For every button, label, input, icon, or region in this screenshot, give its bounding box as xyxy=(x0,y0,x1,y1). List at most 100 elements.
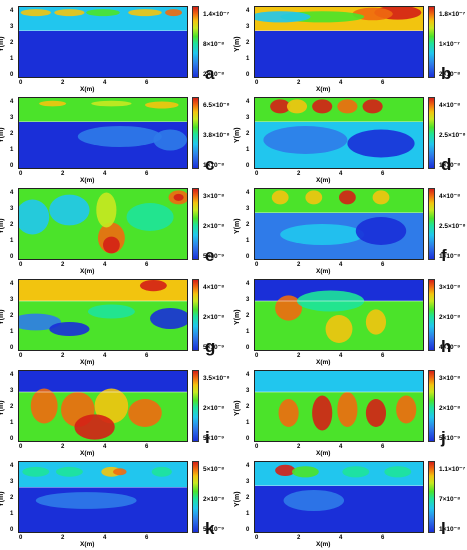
x-axis-title: X(m) xyxy=(80,541,95,548)
contour-blob xyxy=(337,99,358,114)
y-tick-label: 4 xyxy=(246,372,250,378)
y-tick-label: 1 xyxy=(10,56,14,62)
panel-letter: a xyxy=(205,64,215,83)
colorbar xyxy=(192,279,199,351)
x-tick-label: 4 xyxy=(103,80,107,86)
y-tick-label: 4 xyxy=(246,8,250,14)
y-tick-label: 2 xyxy=(246,222,250,228)
y-tick-label: 1 xyxy=(246,147,250,153)
y-tick-label: 1 xyxy=(246,420,250,426)
contour-blob xyxy=(128,9,162,17)
panel-letter: j xyxy=(441,428,446,447)
contour-blob xyxy=(145,101,179,109)
panel-f: Y(m) 0 1 2 3 4 0 2 4 6 X(m) 4×10⁻⁸ 2.5×10⁻⁸ 1×10⁻⁸ f xyxy=(234,184,467,275)
panel-letter: k xyxy=(205,519,215,538)
x-tick-label: 0 xyxy=(19,444,23,450)
contour-plot xyxy=(18,188,188,260)
x-tick-label: 4 xyxy=(339,353,343,359)
y-tick-label: 3 xyxy=(246,388,250,394)
y-tick-label: 0 xyxy=(10,72,14,78)
contour-blob xyxy=(339,190,356,205)
colorbar-label: 1.4×10⁻⁷ xyxy=(203,11,230,18)
contour-blob xyxy=(77,126,162,147)
panel-letter: d xyxy=(441,155,452,174)
panel-d: Y(m) 0 1 2 3 4 0 2 4 6 X(m) 4×10⁻⁸ 2.5×10⁻⁸ 1×10⁻⁸ d xyxy=(234,93,467,184)
x-tick-label: 6 xyxy=(381,171,385,177)
contour-blob xyxy=(103,236,120,254)
x-tick-label: 0 xyxy=(19,262,23,268)
colorbar xyxy=(192,370,199,442)
colorbar xyxy=(428,461,435,533)
colorbar xyxy=(428,370,435,442)
y-tick-label: 3 xyxy=(10,297,14,303)
y-axis-title: Y(m) xyxy=(234,36,241,52)
contour-blob xyxy=(96,192,117,228)
y-tick-label: 1 xyxy=(10,238,14,244)
colorbar-label: 2×10⁻⁸ xyxy=(439,71,461,78)
x-tick-label: 6 xyxy=(145,353,149,359)
x-tick-label: 2 xyxy=(61,535,65,541)
contour-plot xyxy=(254,6,424,78)
x-tick-label: 0 xyxy=(19,535,23,541)
y-axis-title: Y(m) xyxy=(234,309,241,325)
y-tick-label: 1 xyxy=(10,420,14,426)
contour-blob xyxy=(255,11,311,23)
x-tick-label: 2 xyxy=(61,171,65,177)
panel-letter: h xyxy=(441,337,452,356)
panel-letter: l xyxy=(441,519,446,538)
y-tick-label: 4 xyxy=(10,8,14,14)
colorbar-label: 6.5×10⁻⁸ xyxy=(203,102,230,109)
y-tick-label: 0 xyxy=(10,527,14,533)
contour-blob xyxy=(22,466,50,477)
panel-a: Y(m) 0 1 2 3 4 0 2 4 6 X(m) 1.4×10⁻⁷ 8×10⁻⁸ 2×10⁻⁸ a xyxy=(0,2,232,93)
colorbar-label: 4×10⁻⁹ xyxy=(439,344,461,351)
y-tick-label: 2 xyxy=(246,313,250,319)
y-tick-label: 0 xyxy=(246,345,250,351)
contour-blob xyxy=(19,199,50,235)
y-axis-title: Y(m) xyxy=(234,400,241,416)
x-tick-label: 6 xyxy=(381,262,385,268)
contour-blob xyxy=(278,399,299,427)
y-tick-label: 3 xyxy=(10,206,14,212)
contour-blob xyxy=(325,315,353,343)
contour-blob xyxy=(94,388,129,424)
contour-plot xyxy=(254,97,424,169)
y-tick-label: 2 xyxy=(246,131,250,137)
contour-blob xyxy=(87,304,135,319)
contour-plot xyxy=(18,370,188,442)
x-axis-title: X(m) xyxy=(80,450,95,457)
contour-plot xyxy=(18,279,188,351)
panel-b: Y(m) 0 1 2 3 4 0 2 4 6 X(m) 1.8×10⁻⁷ 1×10⁻⁷ 2×10⁻⁸ b xyxy=(234,2,467,93)
y-axis-title: Y(m) xyxy=(234,127,241,143)
x-tick-label: 6 xyxy=(145,171,149,177)
y-tick-label: 2 xyxy=(10,131,14,137)
y-tick-label: 2 xyxy=(246,40,250,46)
x-tick-label: 2 xyxy=(61,80,65,86)
y-tick-label: 3 xyxy=(246,479,250,485)
x-tick-label: 2 xyxy=(297,262,301,268)
colorbar-label: 2.5×10⁻⁸ xyxy=(439,223,466,230)
y-tick-label: 4 xyxy=(246,463,250,469)
contour-blob xyxy=(283,490,345,511)
y-tick-label: 1 xyxy=(246,511,250,517)
panel-g: Y(m) 0 1 2 3 4 0 2 4 6 X(m) 4×10⁻⁸ 2×10⁻⁸ 5×10⁻⁹ g xyxy=(0,275,232,366)
contour-blob xyxy=(342,466,370,478)
x-tick-label: 0 xyxy=(255,80,259,86)
x-tick-label: 4 xyxy=(339,535,343,541)
contour-plot xyxy=(18,461,188,533)
contour-blob xyxy=(35,492,137,509)
contour-blob xyxy=(55,466,83,477)
contour-blob xyxy=(372,190,390,205)
y-tick-label: 3 xyxy=(10,479,14,485)
colorbar-label: 8×10⁻⁸ xyxy=(203,41,225,48)
y-tick-label: 0 xyxy=(10,163,14,169)
x-tick-label: 2 xyxy=(61,262,65,268)
panel-c: Y(m) 0 1 2 3 4 0 2 4 6 X(m) 6.5×10⁻⁸ 3.8×10⁻⁸ 1×10⁻⁸ c xyxy=(0,93,232,184)
upper-layer-band xyxy=(255,280,423,301)
x-tick-label: 0 xyxy=(19,171,23,177)
y-tick-label: 0 xyxy=(246,72,250,78)
x-tick-label: 6 xyxy=(145,262,149,268)
colorbar-label: 3×10⁻⁸ xyxy=(203,193,225,200)
panel-letter: e xyxy=(205,246,215,265)
contour-blob xyxy=(275,295,303,321)
